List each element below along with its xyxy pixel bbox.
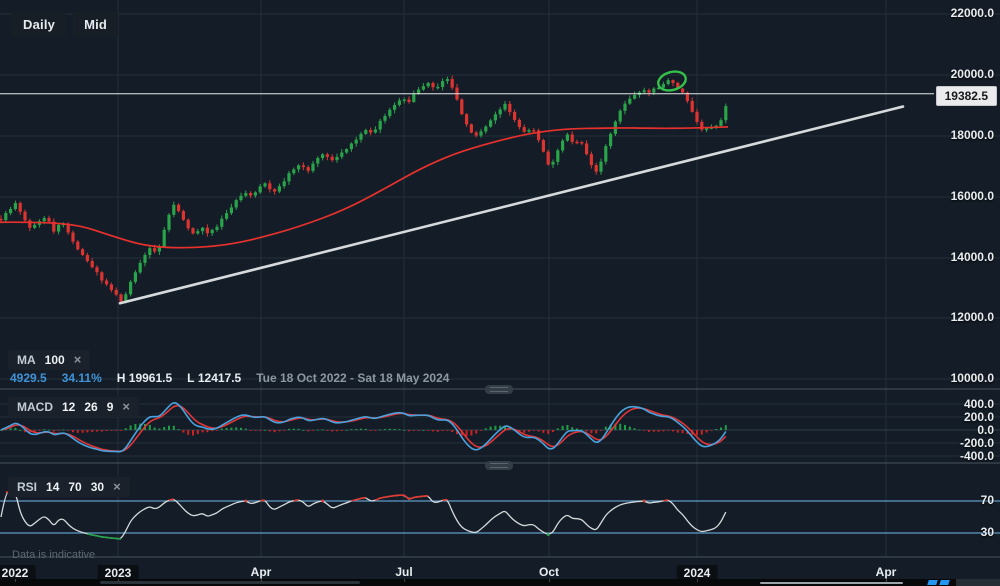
- remove-macd-icon[interactable]: ×: [122, 399, 130, 414]
- current-price-tag: 19382.5: [935, 86, 997, 106]
- rsi-param-upper: 70: [68, 480, 82, 494]
- gridlines: [0, 0, 1000, 557]
- macd-axis-label: 400.0: [963, 397, 994, 411]
- ma-indicator-chip[interactable]: MA 100 ×: [8, 350, 91, 370]
- rsi-param-period: 14: [46, 480, 60, 494]
- price-axis-label: 12000.0: [950, 310, 994, 324]
- range-high: H 19961.5: [116, 371, 173, 385]
- remove-ma-icon[interactable]: ×: [73, 352, 82, 367]
- macd-panel-resize-handle[interactable]: [485, 385, 513, 394]
- time-axis-label: Jul: [395, 565, 413, 579]
- scrollbar-tick: [261, 579, 262, 582]
- time-axis[interactable]: [0, 560, 1000, 579]
- range-change-value: 4929.5: [10, 371, 47, 385]
- ma-line: [0, 126, 729, 249]
- range-change-percent: 34.11%: [61, 371, 102, 385]
- time-axis-label: Apr: [250, 565, 272, 579]
- scrollbar-corner: [956, 579, 1000, 586]
- candlesticks: [0, 75, 728, 304]
- price-axis-label: 16000.0: [950, 189, 994, 203]
- timeframe-mid-button[interactable]: Mid: [73, 12, 119, 37]
- scrollbar-tick: [118, 579, 119, 582]
- macd-axis-label: 200.0: [963, 410, 994, 424]
- time-axis-label: 2023: [97, 565, 139, 581]
- scrollbar-tick: [549, 579, 550, 582]
- macd-param-fast: 12: [62, 400, 76, 414]
- macd-label: MACD: [17, 400, 53, 414]
- scrollbar-range-line: [760, 582, 903, 584]
- timeframe-daily-button[interactable]: Daily: [12, 12, 67, 37]
- rsi-axis-label: 70: [980, 493, 994, 507]
- remove-rsi-icon[interactable]: ×: [113, 479, 121, 494]
- time-axis-label: 2022: [0, 565, 36, 581]
- time-axis-label: Oct: [538, 565, 560, 579]
- scrollbar-tick: [697, 579, 698, 582]
- macd-axis-label: -200.0: [959, 436, 994, 450]
- logo-mark: [927, 580, 952, 585]
- price-axis-label: 18000.0: [950, 128, 994, 142]
- rsi-axis-label: 30: [980, 525, 994, 539]
- macd-param-signal: 9: [106, 400, 114, 414]
- macd-axis-label: 0.0: [977, 423, 994, 437]
- rsi-label: RSI: [17, 480, 38, 494]
- macd-indicator-chip[interactable]: MACD 12 26 9 ×: [8, 397, 139, 417]
- ma-label: MA: [17, 353, 36, 367]
- macd-line: [0, 401, 727, 453]
- macd-axis-label: -400.0: [959, 449, 994, 463]
- rsi-line: [0, 491, 727, 540]
- macd-histogram: [0, 423, 727, 437]
- price-axis[interactable]: [922, 0, 1000, 557]
- ma-period-value: 100: [44, 353, 65, 367]
- rsi-indicator-chip[interactable]: RSI 14 70 30 ×: [8, 477, 130, 497]
- price-axis-label: 10000.0: [950, 371, 994, 385]
- scrollbar-tick: [886, 579, 887, 582]
- rsi-param-lower: 30: [90, 480, 105, 494]
- horizontal-scrollbar[interactable]: [0, 579, 1000, 586]
- time-axis-label: Apr: [875, 565, 897, 579]
- range-dates: Tue 18 Oct 2022 - Sat 18 May 2024: [256, 371, 450, 385]
- scrollbar-tick: [15, 579, 16, 582]
- trendline-drawing[interactable]: [118, 105, 905, 305]
- range-info-row: 4929.5 34.11% H 19961.5 L 12417.5 Tue 18…: [10, 371, 449, 385]
- price-axis-label: 20000.0: [950, 67, 994, 81]
- data-indicative-note: Data is indicative: [12, 549, 96, 561]
- price-axis-label: 22000.0: [950, 6, 994, 20]
- rsi-overbought-marks: [5, 491, 669, 540]
- annotation-ellipse[interactable]: [656, 69, 688, 94]
- macd-param-slow: 26: [84, 400, 98, 414]
- timeframe-toolbar: Daily Mid: [12, 12, 119, 37]
- price-axis-label: 14000.0: [950, 250, 994, 264]
- rsi-panel-resize-handle[interactable]: [485, 461, 513, 470]
- scrollbar-tick: [404, 579, 405, 582]
- time-axis-label: 2024: [676, 565, 718, 581]
- range-low: L 12417.5: [187, 371, 242, 385]
- scrollbar-handle[interactable]: [100, 581, 360, 584]
